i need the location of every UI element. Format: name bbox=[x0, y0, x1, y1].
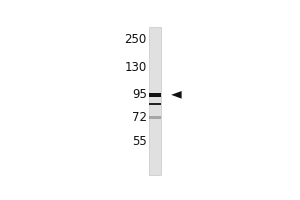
Bar bbox=[148, 103, 161, 105]
Polygon shape bbox=[171, 91, 182, 99]
Bar bbox=[148, 27, 161, 175]
Text: 95: 95 bbox=[132, 88, 147, 101]
Bar bbox=[148, 116, 161, 119]
Text: 130: 130 bbox=[124, 61, 147, 74]
Text: 250: 250 bbox=[124, 33, 147, 46]
Text: 72: 72 bbox=[132, 111, 147, 124]
Text: 55: 55 bbox=[132, 135, 147, 148]
Bar bbox=[148, 93, 161, 97]
